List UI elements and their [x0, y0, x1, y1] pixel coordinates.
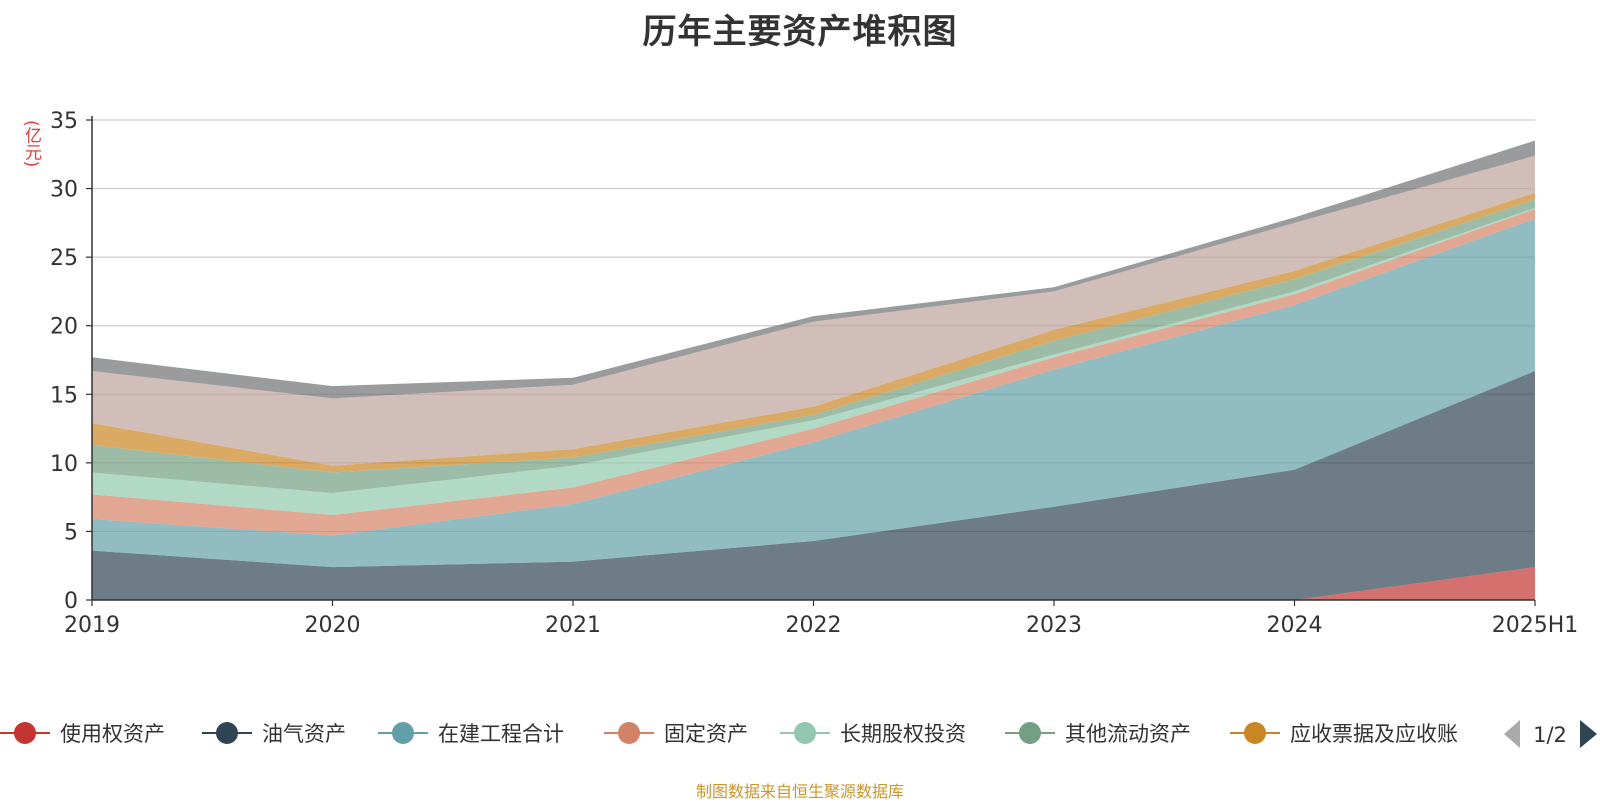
legend-label: 使用权资产 — [60, 722, 165, 746]
legend-prev-page-icon[interactable] — [1504, 720, 1520, 748]
legend-item[interactable]: 使用权资产 — [0, 722, 165, 746]
legend-label: 应收票据及应收账 — [1290, 722, 1458, 746]
area-layer — [92, 140, 1535, 600]
legend-item[interactable]: 固定资产 — [604, 722, 748, 746]
legend-marker — [14, 722, 36, 744]
y-tick-label: 35 — [50, 109, 78, 134]
legend-item[interactable]: 在建工程合计 — [378, 722, 564, 746]
y-tick-label: 0 — [64, 589, 78, 614]
x-tick-label: 2021 — [545, 613, 601, 638]
legend-label: 其他流动资产 — [1065, 722, 1191, 746]
series-area — [92, 567, 1535, 600]
legend-item[interactable]: 油气资产 — [202, 722, 346, 746]
axis-layer: 0 5 10 15 20 25 30 35 2019 2020 2021 2022 2023 2024 20… — [50, 109, 1578, 638]
y-tick-label: 25 — [50, 246, 78, 271]
legend-item[interactable]: 长期股权投资 — [780, 722, 966, 746]
legend-page-indicator: 1/2 — [1533, 723, 1567, 747]
x-tick-label: 2025H1 — [1492, 613, 1579, 638]
series-area — [92, 155, 1535, 466]
legend-marker — [392, 722, 414, 744]
x-tick-label: 2023 — [1026, 613, 1082, 638]
legend-marker — [794, 722, 816, 744]
y-tick-label: 10 — [50, 452, 78, 477]
y-tick-label: 20 — [50, 315, 78, 340]
legend-label: 固定资产 — [664, 722, 748, 746]
x-tick-label: 2019 — [64, 613, 120, 638]
source-note: 制图数据来自恒生聚源数据库 — [695, 782, 904, 801]
legend-next-page-icon[interactable] — [1580, 720, 1597, 748]
series-area — [92, 199, 1535, 493]
x-tick-label: 2020 — [305, 613, 361, 638]
legend-marker — [216, 722, 238, 744]
legend-label: 长期股权投资 — [840, 722, 966, 746]
chart-title: 历年主要资产堆积图 — [642, 12, 958, 52]
x-tick-label: 2022 — [786, 613, 842, 638]
legend-item[interactable]: 应收票据及应收账 — [1230, 722, 1458, 746]
y-unit-label: (亿元) — [21, 120, 41, 168]
legend-item[interactable]: 其他流动资产 — [1005, 722, 1191, 746]
y-tick-label: 30 — [50, 178, 78, 203]
y-tick-label: 5 — [64, 520, 78, 545]
legend-marker — [1019, 722, 1041, 744]
legend-label: 油气资产 — [262, 722, 346, 746]
legend-label: 在建工程合计 — [438, 722, 564, 746]
legend: 使用权资产 油气资产 在建工程合计 固定资产 长期股权投资 其他流动资产 应收票据及应收账 1… — [0, 720, 1597, 748]
series-area — [92, 371, 1535, 600]
legend-marker — [1244, 722, 1266, 744]
legend-marker — [618, 722, 640, 744]
series-area — [92, 218, 1535, 568]
x-tick-label: 2024 — [1267, 613, 1323, 638]
y-tick-label: 15 — [50, 383, 78, 408]
